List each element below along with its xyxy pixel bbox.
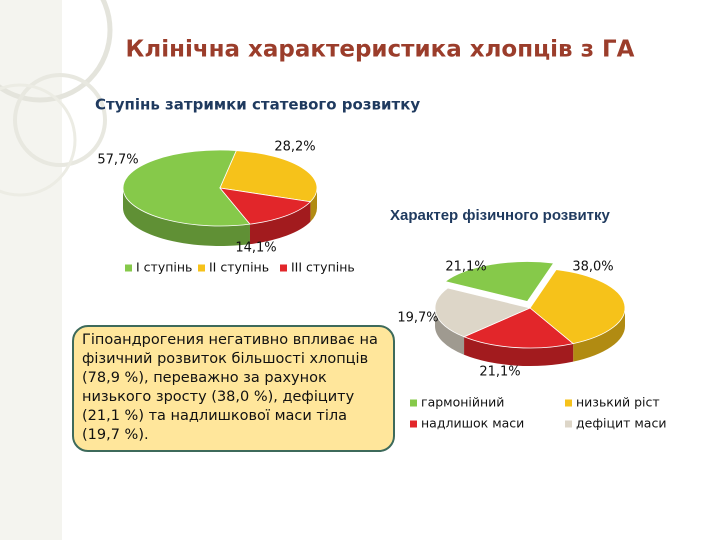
chart-title: Ступінь затримки статевого розвитку (95, 96, 420, 114)
chart-title: Характер фізичного розвитку (390, 207, 611, 224)
slice (122, 149, 251, 227)
legend-swatch (565, 420, 572, 428)
legend-label: гармонійний (421, 395, 504, 410)
legend-label: надлишок маси (421, 416, 524, 431)
legend-swatch (410, 399, 417, 407)
slice (444, 261, 555, 302)
legend-swatch (410, 420, 417, 428)
legend-label: II ступінь (209, 260, 269, 275)
note-box: Гіпоандрогения негативно впливає на фізи… (72, 325, 395, 452)
decor (0, 83, 77, 197)
legend-swatch (280, 264, 287, 272)
legend-label: I ступінь (136, 260, 192, 275)
slide-title: Клінічна характеристика хлопців з ГА (126, 37, 635, 63)
data-label: 28,2% (274, 140, 315, 155)
data-label: 19,7% (397, 311, 438, 326)
slice (463, 307, 575, 349)
data-label: 57,7% (97, 153, 138, 168)
legend-label: III ступінь (291, 260, 355, 275)
legend-label: низький ріст (576, 395, 660, 410)
slice-side (310, 188, 317, 222)
slice-side (573, 308, 625, 362)
slice (434, 287, 532, 338)
legend-swatch (198, 264, 205, 272)
side-band (0, 0, 62, 540)
data-label: 21,1% (479, 365, 520, 380)
slice-side (464, 336, 574, 366)
slice (529, 269, 626, 345)
legend-swatch (565, 399, 572, 407)
slice-side (123, 188, 250, 246)
data-label: 14,1% (235, 241, 276, 256)
data-label: 38,0% (572, 260, 613, 275)
decor (13, 73, 107, 167)
legend-label: дефіцит маси (576, 416, 666, 431)
legend-swatch (125, 264, 132, 272)
data-label: 21,1% (445, 260, 486, 275)
slice-side (435, 308, 465, 355)
slice (219, 150, 318, 203)
slice (219, 187, 312, 225)
decor (0, 0, 113, 103)
